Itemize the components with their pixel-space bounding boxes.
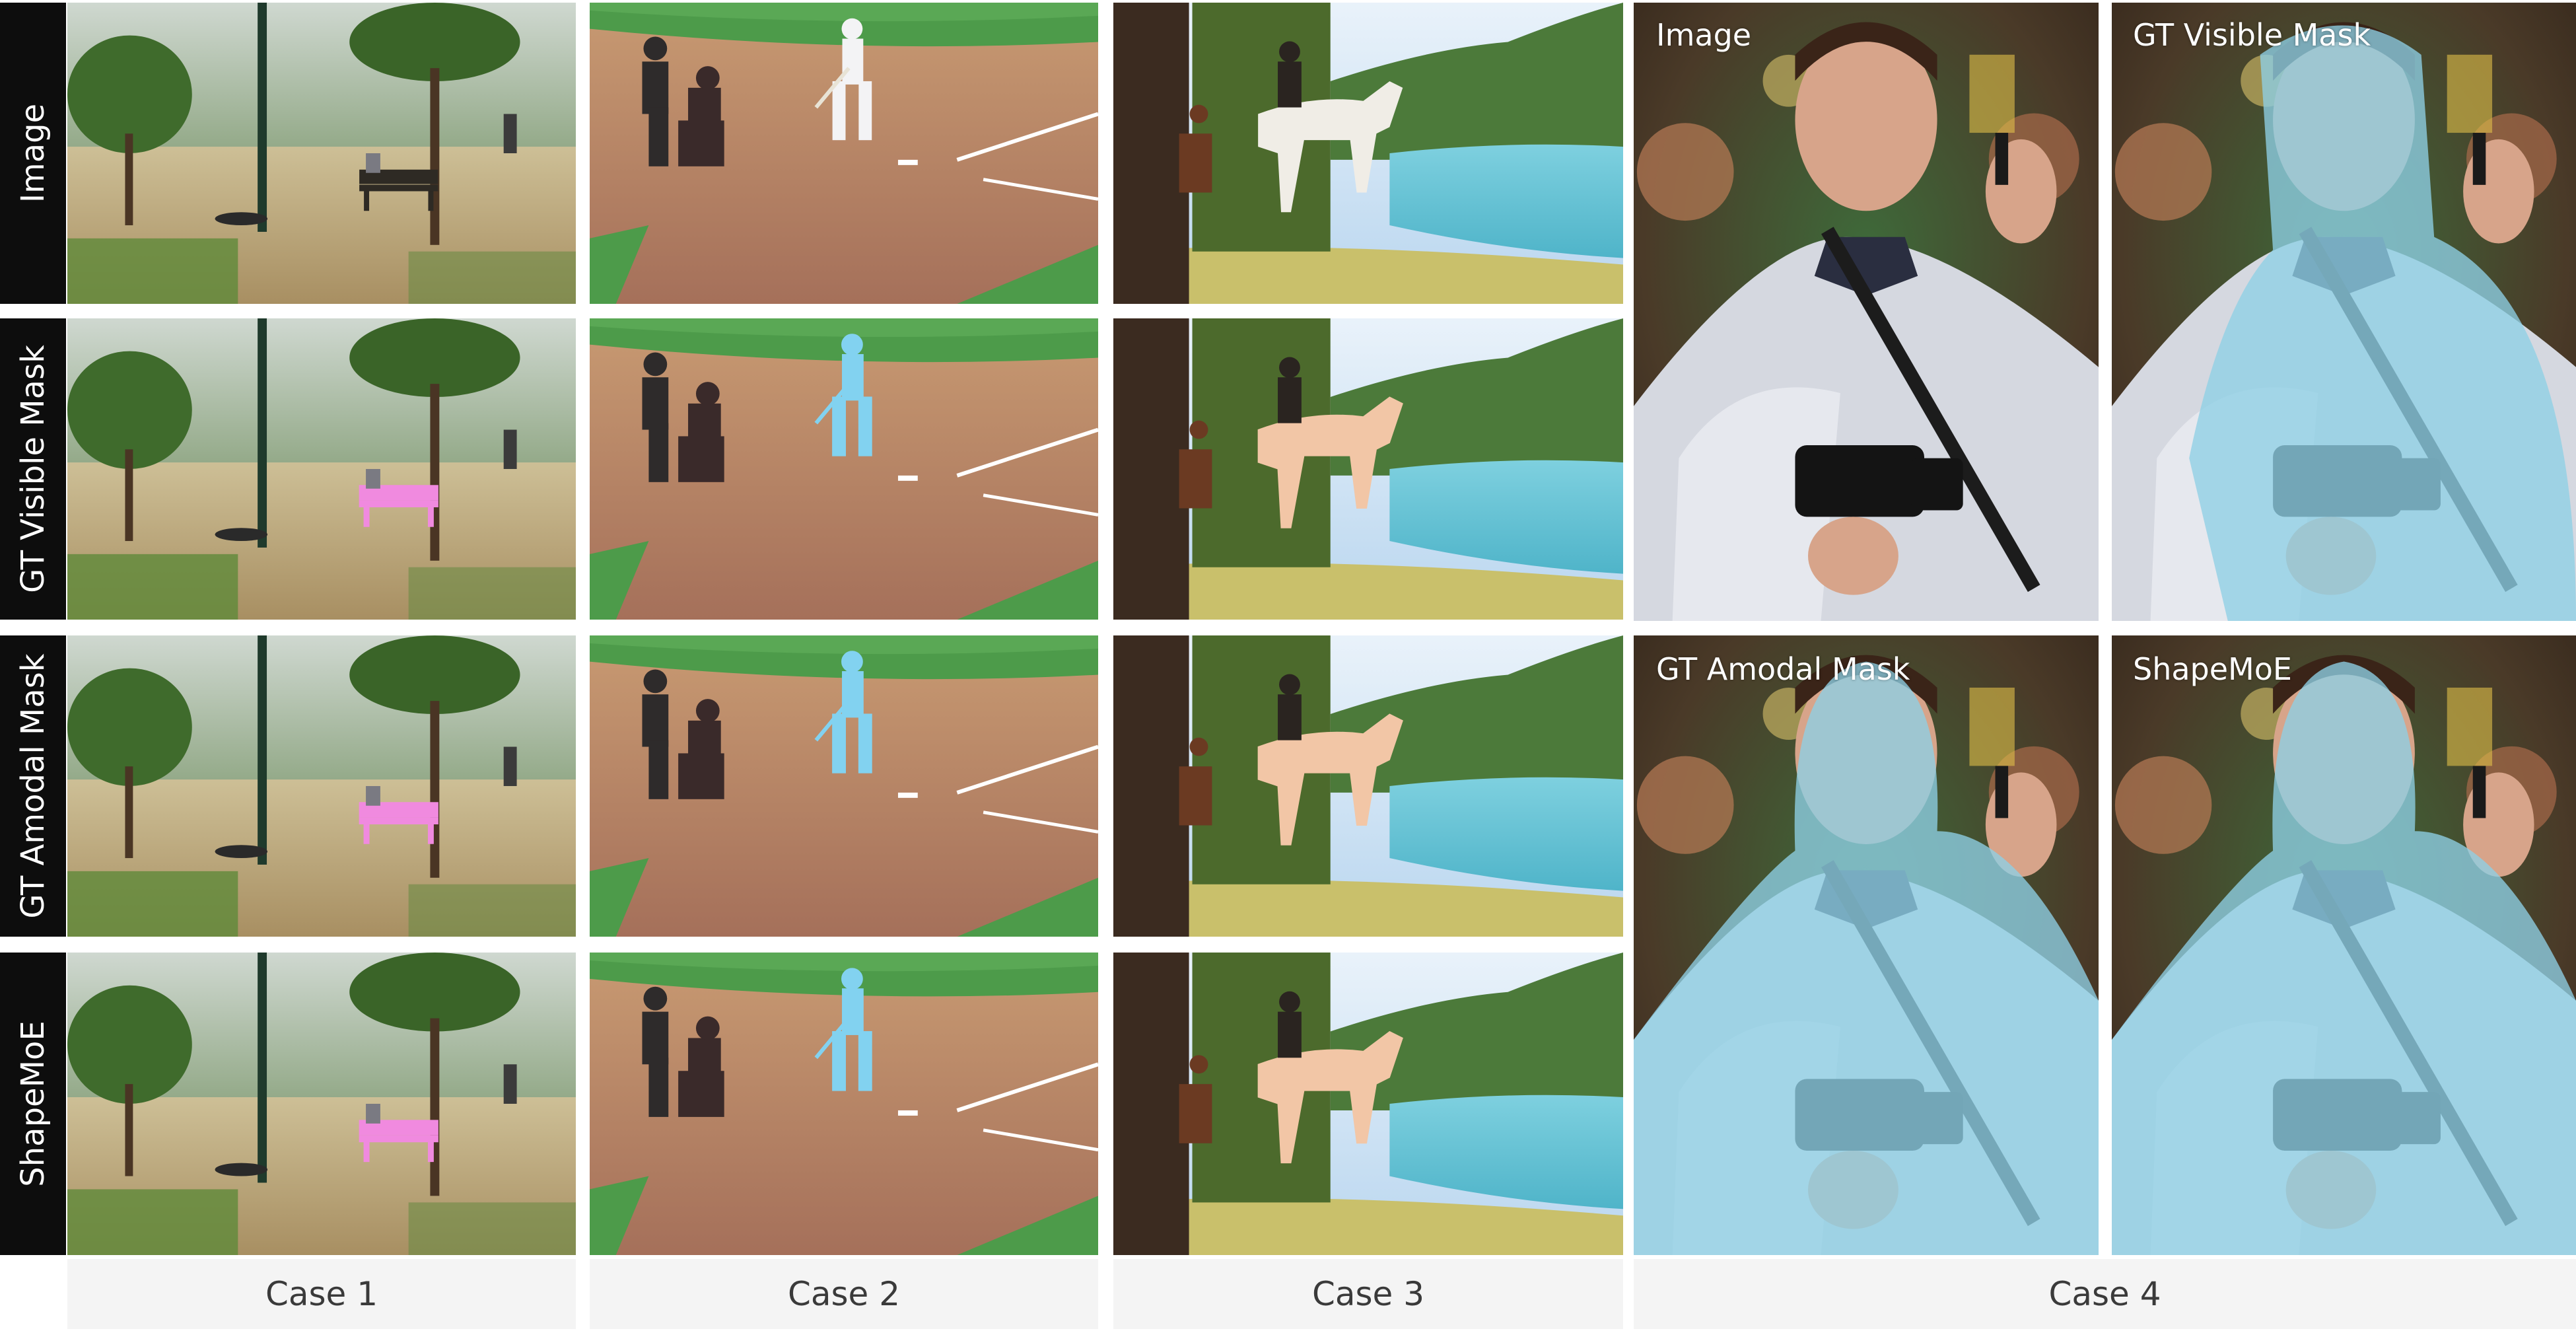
case2-scene <box>590 318 1098 620</box>
case2-mask-overlay <box>814 968 872 1091</box>
case3-shapemoe <box>1113 953 1623 1255</box>
case1-mask-overlay <box>359 802 438 844</box>
case4-mask-overlay <box>1634 661 2099 1255</box>
case1-scene <box>67 318 576 620</box>
case4-label-shapemoe: ShapeMoE <box>2133 651 2292 687</box>
case1-mask-overlay <box>359 1120 438 1163</box>
case3-image <box>1113 3 1623 304</box>
case2-scene <box>590 635 1098 937</box>
row-label-image: Image <box>0 3 66 304</box>
case3-scene <box>1113 3 1623 304</box>
case1-scene <box>67 953 576 1255</box>
case4-label-image: Image <box>1656 17 1752 53</box>
case1-scene <box>67 635 576 937</box>
case1-image <box>67 3 576 304</box>
row-label-gt-visible-mask: GT Visible Mask <box>0 318 66 620</box>
case4-gt-visible-mask <box>2112 3 2576 621</box>
case4-image <box>1634 3 2099 621</box>
row-label-gt-amodal-mask: GT Amodal Mask <box>0 635 66 937</box>
case-label-1: Case 1 <box>67 1259 576 1329</box>
case2-gt-amodal-mask <box>590 635 1098 937</box>
case2-image <box>590 3 1098 304</box>
case-label-3: Case 3 <box>1113 1259 1623 1329</box>
case2-scene <box>590 3 1098 304</box>
case4-label-gt-amodal-mask: GT Amodal Mask <box>1656 651 1910 687</box>
case4-scene <box>1634 635 2099 1255</box>
case2-mask-overlay <box>814 651 872 774</box>
case-label-2: Case 2 <box>590 1259 1098 1329</box>
case3-scene <box>1113 953 1623 1255</box>
case2-scene <box>590 953 1098 1255</box>
case2-shapemoe <box>590 953 1098 1255</box>
case4-scene <box>2112 635 2576 1255</box>
case4-mask-overlay <box>2112 661 2576 1255</box>
case4-shapemoe <box>2112 635 2576 1255</box>
case-label-4: Case 4 <box>1634 1259 2576 1329</box>
case4-scene <box>2112 3 2576 621</box>
case3-gt-amodal-mask <box>1113 635 1623 937</box>
case3-scene <box>1113 318 1623 620</box>
case1-scene <box>67 3 576 304</box>
case1-mask-overlay <box>359 485 438 527</box>
case4-scene <box>1634 3 2099 621</box>
case4-label-gt-visible-mask: GT Visible Mask <box>2133 17 2371 53</box>
case1-shapemoe <box>67 953 576 1255</box>
case3-gt-visible-mask <box>1113 318 1623 620</box>
case3-scene <box>1113 635 1623 937</box>
case1-gt-amodal-mask <box>67 635 576 937</box>
case2-mask-overlay <box>814 334 872 456</box>
case1-gt-visible-mask <box>67 318 576 620</box>
case4-mask-overlay <box>2189 25 2576 621</box>
case4-gt-amodal-mask <box>1634 635 2099 1255</box>
row-label-shapemoe: ShapeMoE <box>0 953 66 1255</box>
case2-gt-visible-mask <box>590 318 1098 620</box>
